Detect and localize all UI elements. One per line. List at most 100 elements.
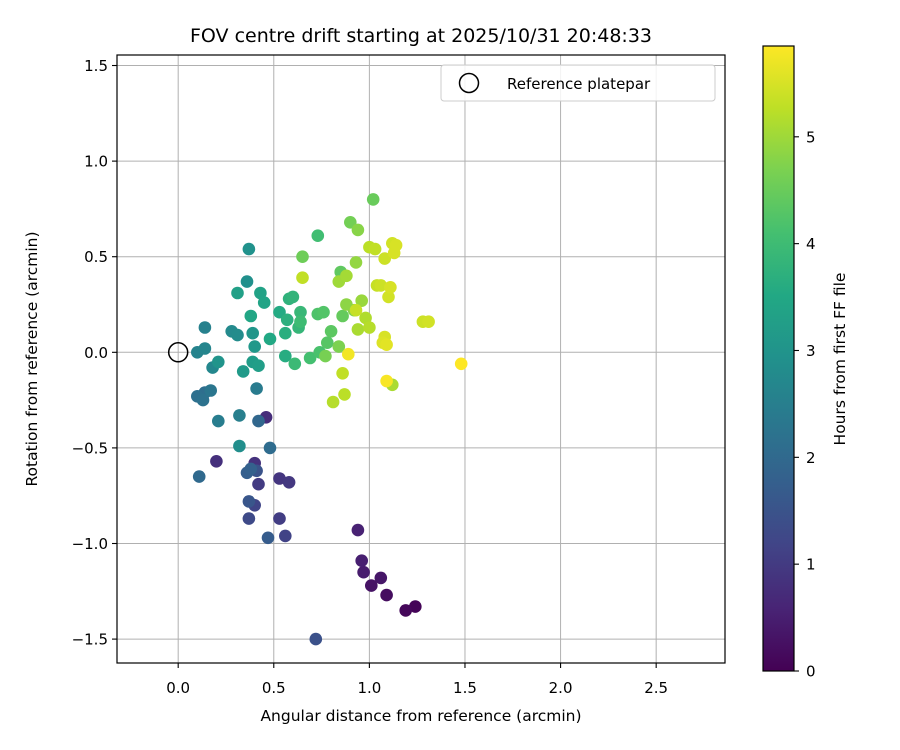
data-points — [191, 193, 468, 646]
colorbar-ticks: 0 1 2 3 4 5 — [794, 128, 816, 681]
colorbar-tick-label: 2 — [806, 449, 816, 467]
data-point — [338, 388, 351, 401]
colorbar-tick-label: 4 — [806, 235, 816, 253]
y-tick-label: −1.0 — [72, 535, 108, 553]
data-point — [351, 323, 365, 336]
data-point — [257, 296, 271, 309]
data-point — [380, 338, 393, 352]
data-point — [212, 414, 225, 428]
colorbar-tick-label: 1 — [806, 556, 816, 574]
data-point — [296, 250, 309, 263]
plot-frame — [116, 54, 726, 664]
data-point — [263, 441, 277, 455]
colorbar-label: Hours from first FF file — [831, 273, 849, 446]
x-axis-ticks: 0.0 0.5 1.0 1.5 2.0 2.5 — [166, 663, 668, 697]
data-point — [294, 305, 307, 319]
y-tick-label: 1.0 — [84, 153, 108, 171]
data-point — [233, 409, 246, 422]
data-point — [233, 439, 246, 453]
data-point — [212, 355, 225, 369]
colorbar-gradient — [763, 46, 794, 671]
data-point — [326, 395, 340, 409]
data-point — [349, 303, 363, 317]
data-point — [198, 342, 212, 355]
data-point — [294, 315, 307, 329]
data-point — [196, 393, 210, 407]
data-point — [286, 290, 300, 304]
x-tick-label: 2.0 — [549, 679, 573, 697]
data-point — [192, 470, 206, 483]
data-point — [324, 325, 338, 338]
data-point — [273, 512, 286, 525]
data-point — [359, 311, 372, 325]
data-point — [242, 495, 256, 508]
x-tick-label: 2.5 — [644, 679, 668, 697]
y-tick-label: 0.0 — [84, 344, 108, 362]
data-point — [204, 384, 217, 397]
colorbar-frame — [762, 45, 795, 672]
data-point — [280, 313, 294, 327]
x-axis-label: Angular distance from reference (arcmin) — [260, 707, 581, 725]
y-tick-label: 1.5 — [84, 57, 108, 75]
colorbar-tick-label: 5 — [806, 128, 816, 146]
data-point — [263, 332, 277, 346]
data-point — [210, 455, 223, 468]
data-point — [273, 305, 286, 319]
data-point — [380, 374, 393, 388]
y-tick-label: −0.5 — [72, 439, 108, 457]
data-point — [355, 294, 369, 308]
data-point — [309, 632, 323, 646]
data-point — [363, 321, 376, 334]
data-point — [244, 462, 258, 476]
data-point — [382, 290, 395, 304]
data-point — [351, 523, 365, 537]
data-point — [246, 326, 259, 340]
data-point — [374, 571, 388, 585]
data-point — [242, 242, 256, 256]
data-point — [340, 298, 353, 311]
data-point — [365, 579, 378, 592]
data-point — [319, 349, 332, 363]
data-point — [198, 321, 212, 334]
data-point — [261, 531, 275, 545]
data-point — [296, 271, 309, 285]
y-axis-ticks: −1.5 −1.0 −0.5 0.0 0.5 1.0 1.5 — [72, 57, 117, 649]
data-point — [282, 476, 296, 489]
x-tick-label: 1.5 — [453, 679, 477, 697]
legend-label: Reference platepar — [507, 75, 651, 93]
data-point — [317, 305, 330, 319]
data-point — [231, 328, 244, 342]
legend-marker-circle — [458, 72, 480, 94]
chart-title: FOV centre drift starting at 2025/10/31 … — [190, 25, 652, 47]
data-point — [242, 512, 256, 525]
data-point — [349, 256, 363, 269]
reference-point — [167, 342, 189, 363]
data-point — [240, 275, 254, 288]
data-point — [273, 472, 286, 485]
data-point — [368, 242, 382, 256]
data-point — [389, 238, 403, 252]
data-point — [357, 565, 370, 579]
data-point — [248, 340, 261, 353]
data-point — [288, 357, 302, 371]
data-point — [244, 309, 258, 323]
x-tick-label: 0.0 — [166, 679, 190, 697]
data-point — [303, 351, 317, 365]
data-point — [384, 281, 397, 294]
data-point — [340, 269, 353, 283]
y-tick-label: −1.5 — [72, 631, 108, 649]
data-point — [332, 340, 346, 353]
data-point — [336, 367, 349, 380]
data-point — [342, 347, 355, 361]
data-point — [374, 279, 388, 292]
data-point — [321, 336, 334, 350]
data-point — [378, 252, 392, 265]
data-point — [399, 604, 413, 617]
data-point — [380, 588, 393, 602]
colorbar-tick-label: 3 — [806, 342, 816, 360]
data-point — [252, 359, 265, 373]
data-point — [231, 286, 244, 300]
data-point — [351, 223, 365, 237]
legend-box — [440, 64, 716, 102]
